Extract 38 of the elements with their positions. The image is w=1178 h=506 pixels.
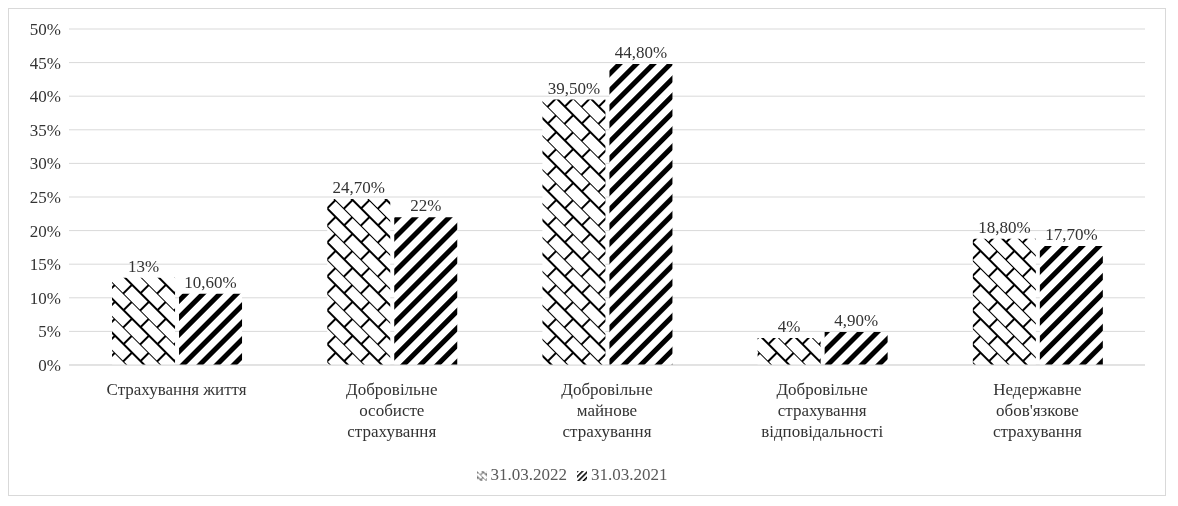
data-label: 13% xyxy=(127,256,160,276)
data-label: 4% xyxy=(777,317,801,337)
data-label: 39,50% xyxy=(547,78,601,98)
y-tick-label: 40% xyxy=(29,87,61,107)
data-label: 44,80% xyxy=(614,42,668,62)
y-tick-label: 35% xyxy=(29,120,61,140)
data-label: 24,70% xyxy=(332,178,385,198)
data-label: 17,70% xyxy=(1045,225,1098,245)
data-label: 22% xyxy=(410,196,442,216)
x-tick-label: Страхування життя xyxy=(106,380,247,399)
bar xyxy=(609,63,673,365)
bar xyxy=(112,277,176,365)
legend-label: 31.03.2022 xyxy=(490,465,567,484)
bar xyxy=(394,217,458,365)
bar xyxy=(757,338,821,365)
y-tick-label: 20% xyxy=(29,221,61,241)
bar xyxy=(824,332,888,365)
bar xyxy=(542,99,606,365)
y-tick-label: 15% xyxy=(29,255,61,275)
legend-label: 31.03.2021 xyxy=(591,465,668,484)
bar xyxy=(179,293,243,365)
y-tick-label: 25% xyxy=(29,188,61,208)
x-tick-label: Добровільне майнове страхування xyxy=(561,380,653,441)
data-label: 18,80% xyxy=(978,217,1031,237)
y-tick-label: 5% xyxy=(38,322,61,342)
y-tick-label: 50% xyxy=(29,20,61,40)
x-tick-label: Недержавне обов'язкове страхування xyxy=(992,380,1083,441)
x-tick-label: Добровільне страхування відповідальності xyxy=(761,380,884,441)
data-label: 4,90% xyxy=(834,311,879,331)
bar xyxy=(1039,246,1103,365)
y-tick-label: 0% xyxy=(38,356,61,376)
data-label: 10,60% xyxy=(184,272,237,292)
y-tick-label: 45% xyxy=(29,53,61,73)
x-tick-label: Добровільне особисте страхування xyxy=(346,380,438,441)
y-tick-label: 10% xyxy=(29,288,61,308)
bar xyxy=(972,238,1036,365)
bar xyxy=(327,199,391,365)
y-tick-label: 30% xyxy=(29,154,61,174)
